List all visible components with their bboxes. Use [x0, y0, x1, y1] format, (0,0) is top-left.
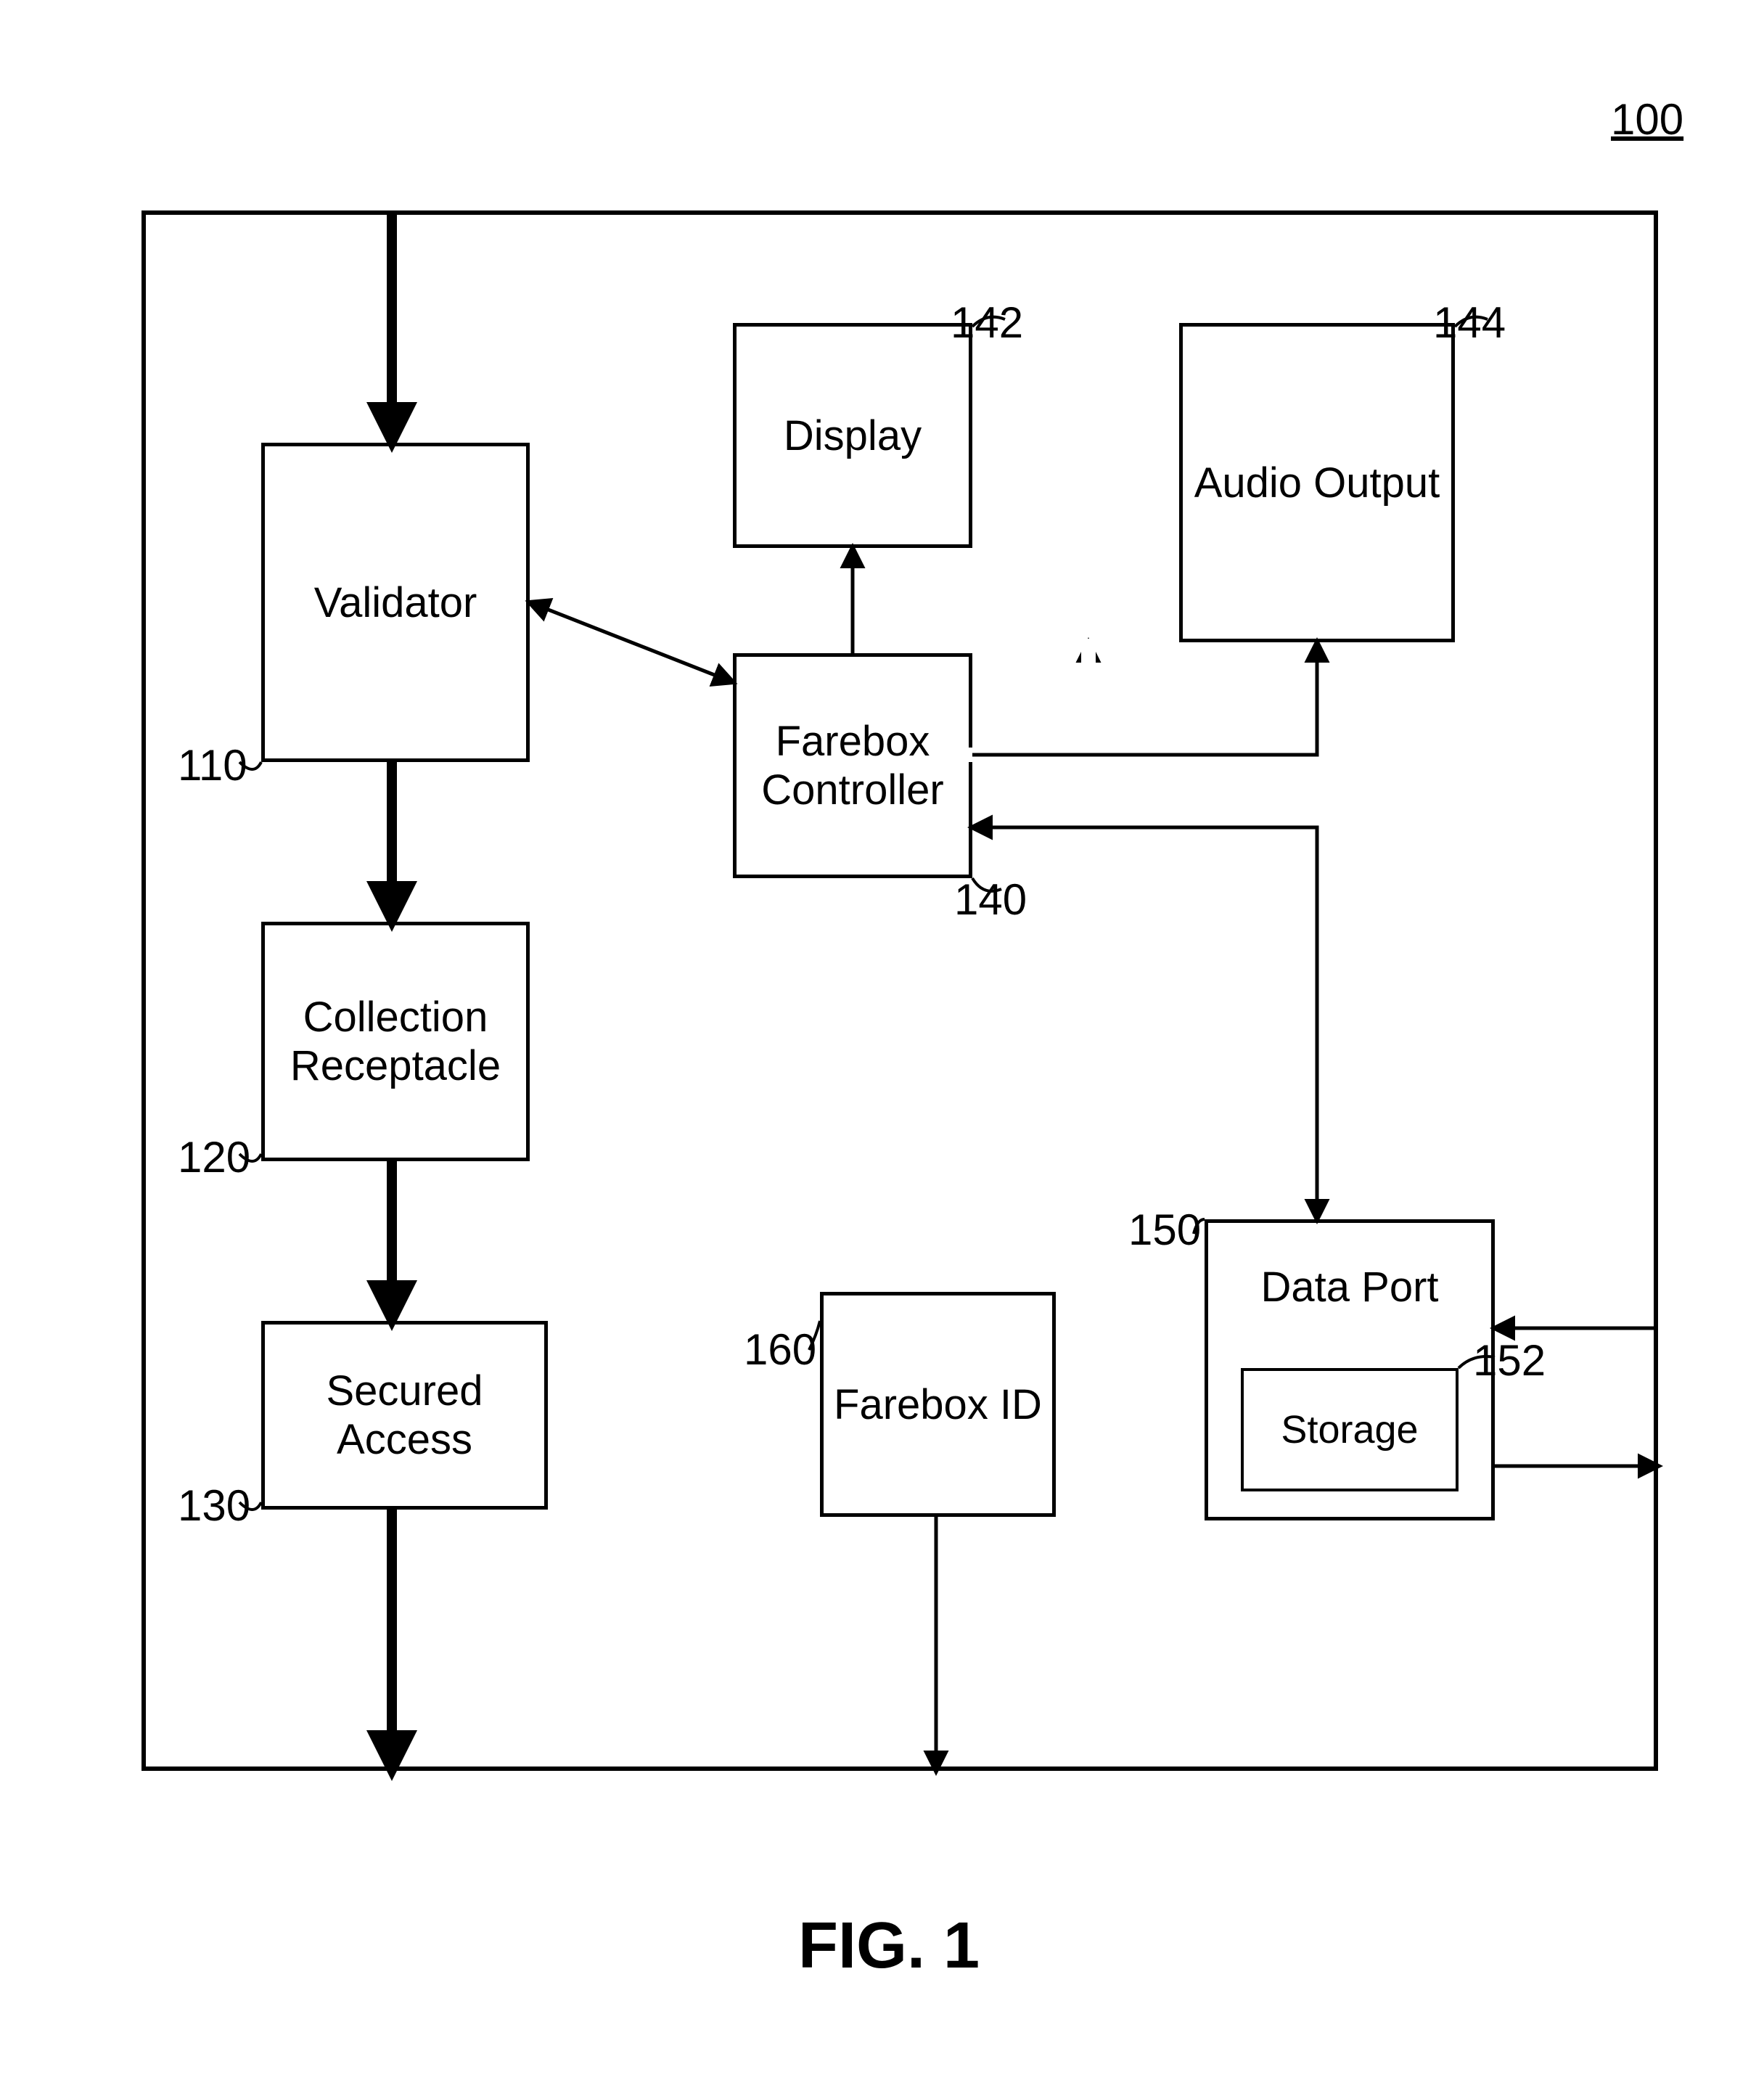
block-storage: Storage — [1241, 1368, 1459, 1491]
label-storage: Storage — [1281, 1407, 1418, 1452]
block-audio-output: Audio Output — [1179, 323, 1455, 642]
ref-validator: 110 — [178, 740, 247, 790]
block-farebox-controller: Farebox Controller — [733, 653, 972, 878]
figure-label: FIG. 1 — [798, 1909, 980, 1984]
label-secured-access: Secured Access — [272, 1367, 537, 1464]
diagram-page: 100 Validator 110 Collection Receptacle … — [0, 0, 1764, 2096]
label-farebox-id: Farebox ID — [834, 1380, 1042, 1429]
ref-farebox-controller: 140 — [954, 875, 1027, 925]
block-collection-receptacle: Collection Receptacle — [261, 922, 530, 1161]
ref-storage: 152 — [1473, 1335, 1546, 1385]
label-collection-receptacle: Collection Receptacle — [290, 993, 501, 1090]
ref-data-port: 150 — [1128, 1205, 1201, 1255]
ref-farebox-id: 160 — [744, 1325, 816, 1375]
label-audio-output: Audio Output — [1194, 459, 1440, 507]
label-display: Display — [784, 412, 922, 460]
ref-collection-receptacle: 120 — [178, 1132, 250, 1182]
block-farebox-id: Farebox ID — [820, 1292, 1056, 1517]
block-display: Display — [733, 323, 972, 548]
ref-audio-output: 144 — [1433, 298, 1506, 348]
label-validator: Validator — [314, 578, 477, 627]
label-farebox-controller: Farebox Controller — [761, 717, 943, 814]
ref-display: 142 — [951, 298, 1023, 348]
ref-secured-access: 130 — [178, 1481, 250, 1531]
label-data-port: Data Port — [1261, 1263, 1439, 1311]
block-secured-access: Secured Access — [261, 1321, 548, 1510]
block-validator: Validator — [261, 443, 530, 762]
ref-system: 100 — [1611, 94, 1683, 144]
